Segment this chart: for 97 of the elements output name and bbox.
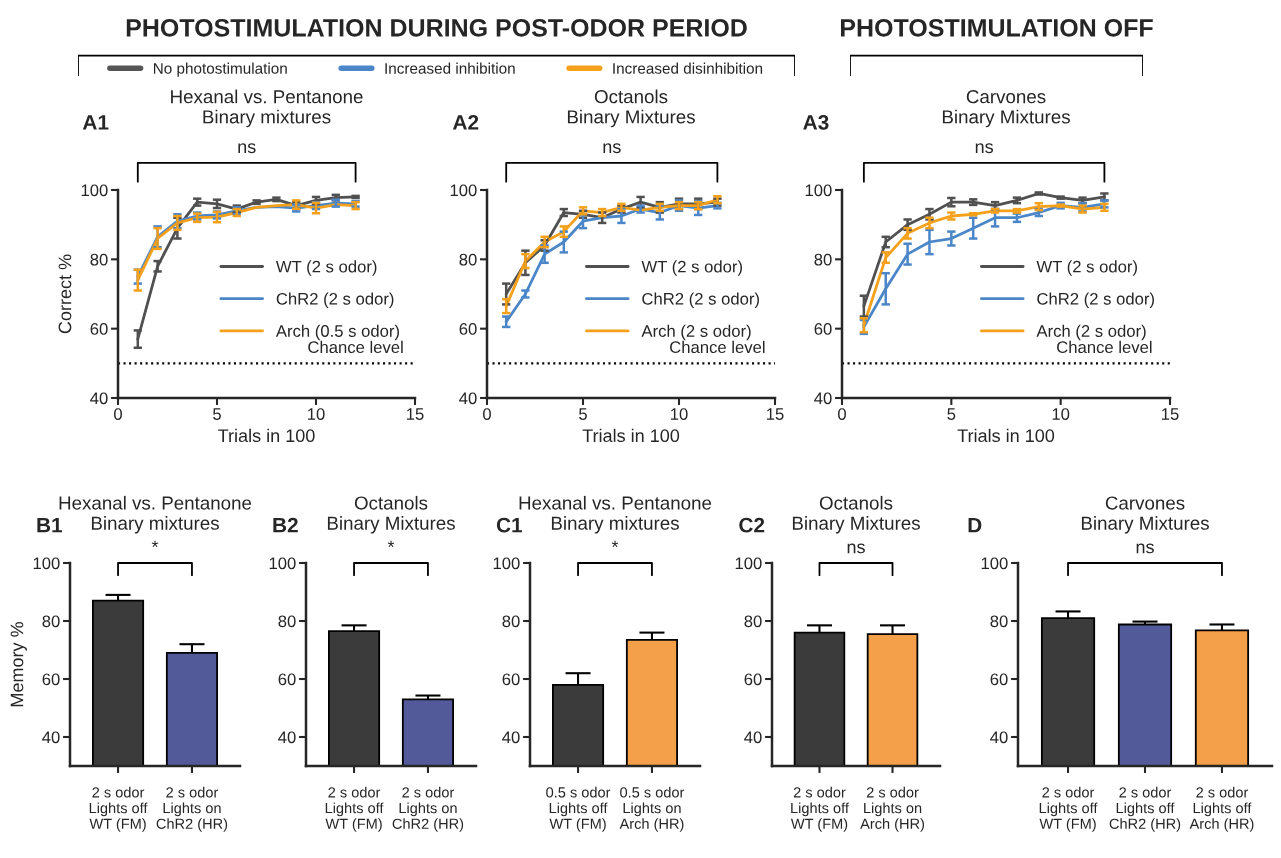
y-tick-label: 100 [33,557,60,570]
x-tick-label: 2 s odor Lights off WT (FM) [790,786,849,832]
legend-label: Increased disinhibition [613,62,763,74]
y-tick-label: 40 [814,392,832,405]
x-tick-label: 10 [1052,408,1070,420]
y-tick-label: 60 [502,673,520,686]
x-tick-label: 0 [114,408,122,420]
chart-title: Carvones Binary Mixtures [1081,496,1209,534]
y-tick-label: 60 [990,673,1008,686]
text: ns [238,143,256,154]
y-axis-title: Memory % [10,622,27,707]
ref-line-label: Chance level [308,340,403,354]
x-tick-label: 0.5 s odor Lights on Arch (HR) [619,786,685,832]
legend-label: WT (2 s odor) [275,260,377,276]
x-tick-label: 0.5 s odor Lights off WT (FM) [546,786,611,832]
chart-title: Octanols Binary Mixtures [567,89,695,128]
legend-label: ChR2 (2 s odor) [642,292,759,308]
x-tick-label: 2 s odor Lights off WT (FM) [1039,786,1098,832]
y-tick-label: 100 [981,557,1008,570]
x-tick-label: 2 s odor Lights on ChR2 (HR) [392,786,464,832]
text: PHOTOSTIMULATION OFF [841,18,1153,37]
y-tick-label: 40 [278,731,296,744]
y-tick-label: 80 [744,615,762,628]
chart-title: Octanols Binary Mixtures [792,495,920,534]
legend-label: Arch (2 s odor) [641,324,751,341]
legend-label: Arch (2 s odor) [1036,324,1146,341]
x-tick-label: 10 [308,408,325,420]
x-tick-label: 5 [213,408,221,420]
y-tick-label: 100 [81,184,108,197]
x-tick-label: 5 [947,408,956,420]
chart-title: Carvones Binary Mixtures [942,90,1070,128]
legend-label: WT (2 s odor) [1036,260,1137,276]
text: PHOTOSTIMULATION DURING POST-ODOR PERIOD [126,18,747,37]
x-tick-label: 2 s odor Lights off WT (FM) [89,786,148,832]
ref-line-label: Chance level [670,340,765,354]
x-tick-label: 2 s odor Lights off Arch (HR) [1189,786,1254,832]
legend-label: No photostimulation [153,62,287,77]
x-tick-label: 2 s odor Lights on ChR2 (HR) [156,786,228,832]
text: * [611,540,619,548]
y-tick-label: 40 [90,392,108,405]
legend-label: Arch (0.5 s odor) [275,324,399,341]
y-tick-label: 60 [42,673,60,686]
chart-title: Hexanal vs. Pentanone Binary mixtures [171,89,363,128]
y-tick-label: 100 [450,184,477,197]
y-axis-title: Correct % [58,254,72,334]
text: ns [975,143,994,154]
text: * [387,540,395,548]
y-tick-label: 80 [990,615,1008,628]
text: ns [847,543,865,554]
legend-label: ChR2 (2 s odor) [276,292,394,308]
y-tick-label: 60 [459,323,477,335]
x-tick-label: 15 [767,408,784,420]
x-tick-label: 0 [838,408,846,420]
x-tick-label: 5 [579,408,587,420]
y-tick-label: 60 [278,673,296,686]
x-tick-label: 2 s odor Lights on Arch (HR) [860,786,925,832]
y-tick-label: 40 [990,731,1008,744]
x-tick-label: 0 [483,408,491,420]
y-tick-label: 40 [744,731,762,744]
y-tick-label: 100 [269,557,296,570]
y-tick-label: 80 [42,615,60,628]
text: A2 [452,114,479,130]
y-tick-label: 100 [493,557,520,570]
x-tick-label: 15 [407,408,424,420]
y-tick-label: 40 [502,731,520,744]
x-axis-title: Trials in 100 [957,428,1055,443]
text: ns [1136,543,1154,554]
legend-label: ChR2 (2 s odor) [1037,292,1154,308]
y-tick-label: 100 [735,557,762,570]
y-tick-label: 60 [90,323,108,335]
y-tick-label: 80 [814,253,832,266]
y-tick-label: 40 [459,392,477,405]
y-tick-label: 60 [744,673,762,686]
text: A1 [82,115,109,130]
text: C2 [739,517,765,533]
y-tick-label: 80 [90,253,108,266]
y-tick-label: 80 [502,615,520,628]
y-tick-label: 80 [459,253,477,266]
x-tick-label: 15 [1162,408,1179,420]
legend-label: WT (2 s odor) [641,260,742,276]
text: ns [603,143,621,154]
y-tick-label: 100 [805,184,832,197]
y-tick-label: 80 [278,615,296,628]
text: D [968,517,982,533]
ref-line-label: Chance level [1057,340,1152,354]
x-tick-label: 2 s odor Lights off WT (FM) [325,786,384,832]
y-tick-label: 40 [42,731,60,744]
chart-title: Octanols Binary Mixtures [327,495,455,534]
x-axis-title: Trials in 100 [218,428,315,443]
text: B2 [273,517,298,533]
legend-label: Increased inhibition [385,62,515,74]
x-axis-title: Trials in 100 [582,428,680,443]
x-tick-label: 2 s odor Lights off ChR2 (HR) [1109,786,1181,832]
y-tick-label: 60 [814,323,832,335]
text: * [151,540,159,548]
x-tick-label: 10 [671,408,688,420]
text: A3 [803,114,829,130]
